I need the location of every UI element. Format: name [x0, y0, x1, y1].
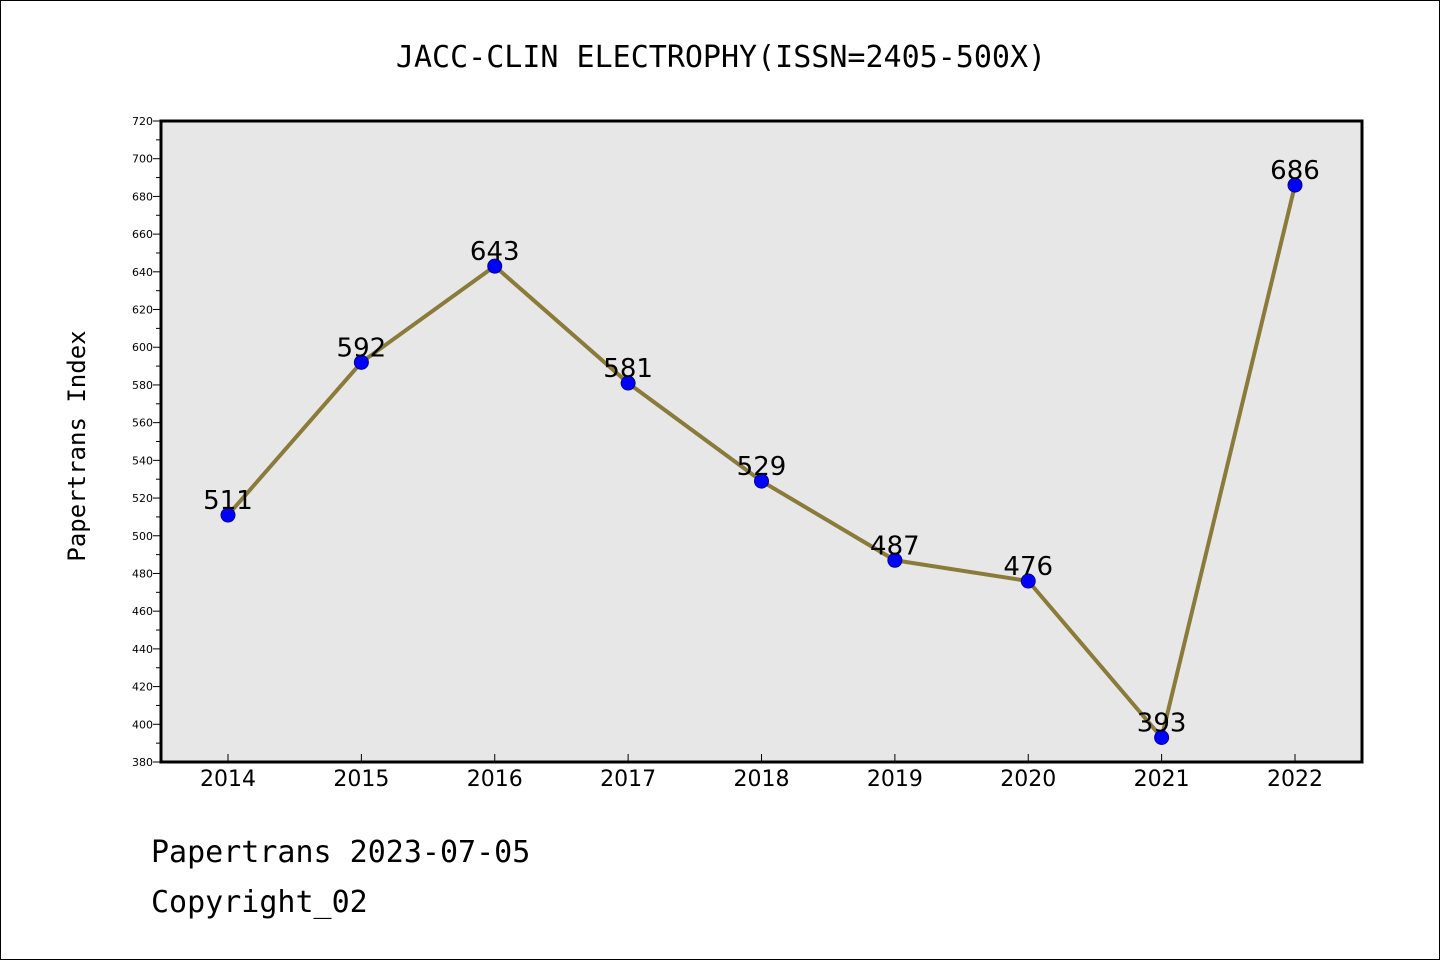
y-tick-label: 660: [132, 228, 153, 241]
footer-copyright-text: Copyright_02: [151, 885, 368, 920]
data-point: [1154, 729, 1170, 745]
data-label: 643: [470, 237, 520, 267]
y-tick-label: 440: [132, 643, 153, 656]
y-tick-label: 520: [132, 492, 153, 505]
y-tick-label: 720: [132, 115, 153, 128]
x-tick-label: 2022: [1267, 767, 1323, 792]
footer-date-text: Papertrans 2023-07-05: [151, 835, 531, 870]
data-label: 529: [737, 452, 787, 482]
y-tick-label: 560: [132, 417, 153, 430]
x-tick-label: 2018: [734, 767, 790, 792]
data-point: [487, 258, 503, 274]
data-label: 487: [870, 531, 920, 561]
data-label: 393: [1137, 708, 1187, 738]
x-axis-ticks: 2014 2015 2016 2017 2018 2019 2020 2021 2022: [200, 754, 1323, 792]
data-point: [353, 354, 369, 370]
y-tick-label: 600: [132, 341, 153, 354]
chart-title: JACC-CLIN ELECTROPHY(ISSN=2405-500X): [396, 40, 1046, 75]
y-axis-label: Papertrans Index: [63, 330, 91, 561]
x-tick-label: 2016: [467, 767, 523, 792]
x-tick-label: 2015: [333, 767, 389, 792]
y-tick-label: 380: [132, 756, 153, 769]
y-tick-label: 580: [132, 379, 153, 392]
y-tick-label: 640: [132, 266, 153, 279]
x-tick-label: 2019: [867, 767, 923, 792]
data-point: [1287, 177, 1303, 193]
plot-border: [159, 119, 1364, 764]
data-point: [220, 507, 236, 523]
y-tick-label: 460: [132, 605, 153, 618]
data-label: 511: [203, 486, 253, 516]
x-tick-label: 2017: [600, 767, 656, 792]
plot-area: [161, 121, 1362, 762]
series-group: 511 592 643 581 529 487 476 393 686: [203, 156, 1320, 745]
x-tick-label: 2014: [200, 767, 256, 792]
y-tick-label: 480: [132, 567, 153, 580]
y-axis-ticks: 380 400 420 440 460 480 500 520 540 560 580 600 620 6…: [132, 115, 161, 769]
data-point: [1020, 573, 1036, 589]
data-label: 581: [603, 354, 653, 384]
y-tick-label: 700: [132, 153, 153, 166]
data-point: [754, 473, 769, 489]
data-label: 476: [1003, 552, 1053, 582]
data-label: 592: [337, 333, 387, 363]
data-point: [887, 552, 903, 568]
y-tick-label: 420: [132, 681, 153, 694]
y-tick-label: 680: [132, 190, 153, 203]
data-point: [620, 375, 636, 391]
data-label: 686: [1270, 156, 1320, 186]
y-tick-label: 400: [132, 718, 153, 731]
y-tick-label: 500: [132, 530, 153, 543]
x-tick-label: 2020: [1000, 767, 1056, 792]
x-tick-label: 2021: [1134, 767, 1190, 792]
y-tick-label: 620: [132, 304, 153, 317]
y-tick-label: 540: [132, 454, 153, 467]
